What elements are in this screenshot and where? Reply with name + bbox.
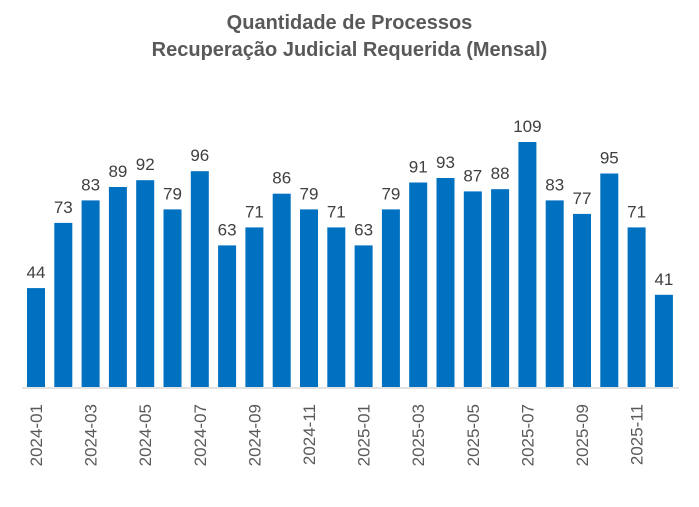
bar-2024-09 [245, 227, 264, 387]
bar-2025-02 [381, 209, 400, 387]
data-label-2025-05: 87 [463, 166, 482, 185]
x-tick-label: 2024-07 [191, 404, 210, 466]
bar-2024-12 [327, 227, 346, 387]
x-tick-label: 2024-09 [245, 404, 264, 466]
bar-2024-03 [81, 200, 100, 387]
bar-2025-03 [409, 182, 428, 387]
data-label-2024-11: 79 [300, 184, 319, 203]
data-label-2025-08: 83 [545, 175, 564, 194]
data-label-2024-10: 86 [272, 169, 291, 188]
bar-2024-06 [163, 209, 182, 387]
data-label-2025-04: 93 [436, 153, 455, 172]
bar-2024-04 [108, 187, 127, 387]
bar-2024-07 [190, 171, 209, 387]
bar-2025-09 [573, 213, 591, 387]
bar-2024-01 [27, 288, 45, 387]
x-tick-label: 2025-01 [355, 404, 374, 466]
x-tick-labels-group: 2024-01 2024-03 2024-05 2024-07 2024-09 2024-… [27, 404, 647, 466]
bar-2025-12 [654, 294, 673, 387]
x-tick-label: 2024-01 [27, 404, 46, 466]
bars-group [27, 142, 673, 387]
data-label-2024-12: 71 [327, 202, 346, 221]
data-label-2025-03: 91 [409, 158, 428, 177]
x-tick-label: 2025-07 [518, 404, 537, 466]
data-label-2025-09: 77 [573, 189, 592, 208]
data-label-2025-10: 95 [600, 149, 619, 168]
data-label-2025-11: 71 [627, 202, 646, 221]
x-tick-label: 2025-11 [628, 404, 647, 465]
data-labels-group: 44 73 83 89 92 79 96 63 71 86 79 71 63 79 91 93 87 88 109 8… [27, 117, 674, 289]
data-label-2024-02: 73 [54, 198, 73, 217]
x-tick-label: 2025-05 [464, 404, 483, 466]
data-label-2024-03: 83 [81, 175, 100, 194]
bar-2025-05 [463, 191, 482, 387]
bar-2024-02 [54, 222, 73, 387]
x-tick-label: 2024-11 [300, 404, 319, 465]
chart-subtitle: Recuperação Judicial Requerida (Mensal) [151, 39, 548, 61]
bar-2024-10 [272, 193, 291, 387]
data-label-2025-07: 109 [513, 117, 541, 136]
data-label-2025-12: 41 [654, 270, 673, 289]
bar-2025-07 [518, 142, 537, 387]
bar-2024-11 [300, 209, 318, 387]
bar-2025-01 [354, 245, 373, 387]
x-tick-label: 2025-03 [409, 404, 428, 466]
x-tick-label: 2025-09 [573, 404, 592, 466]
data-label-2025-01: 63 [354, 220, 373, 239]
bar-2025-08 [545, 200, 564, 387]
data-label-2024-09: 71 [245, 202, 264, 221]
data-label-2024-05: 92 [136, 155, 155, 174]
bar-2024-05 [136, 180, 155, 387]
data-label-2024-07: 96 [190, 146, 209, 165]
data-label-2024-04: 89 [108, 162, 127, 181]
bar-2025-10 [600, 173, 619, 387]
bar-2025-04 [436, 178, 455, 387]
bar-2025-06 [491, 189, 510, 387]
data-label-2025-06: 88 [491, 164, 510, 183]
bar-2025-11 [627, 227, 646, 387]
x-tick-label: 2024-05 [136, 404, 155, 466]
data-label-2024-01: 44 [27, 263, 46, 282]
data-label-2025-02: 79 [381, 184, 400, 203]
x-tick-label: 2024-03 [82, 404, 101, 466]
chart-title: Quantidade de Processos [226, 12, 473, 34]
bar-2024-08 [218, 245, 237, 387]
data-label-2024-06: 79 [163, 184, 182, 203]
data-label-2024-08: 63 [218, 220, 237, 239]
